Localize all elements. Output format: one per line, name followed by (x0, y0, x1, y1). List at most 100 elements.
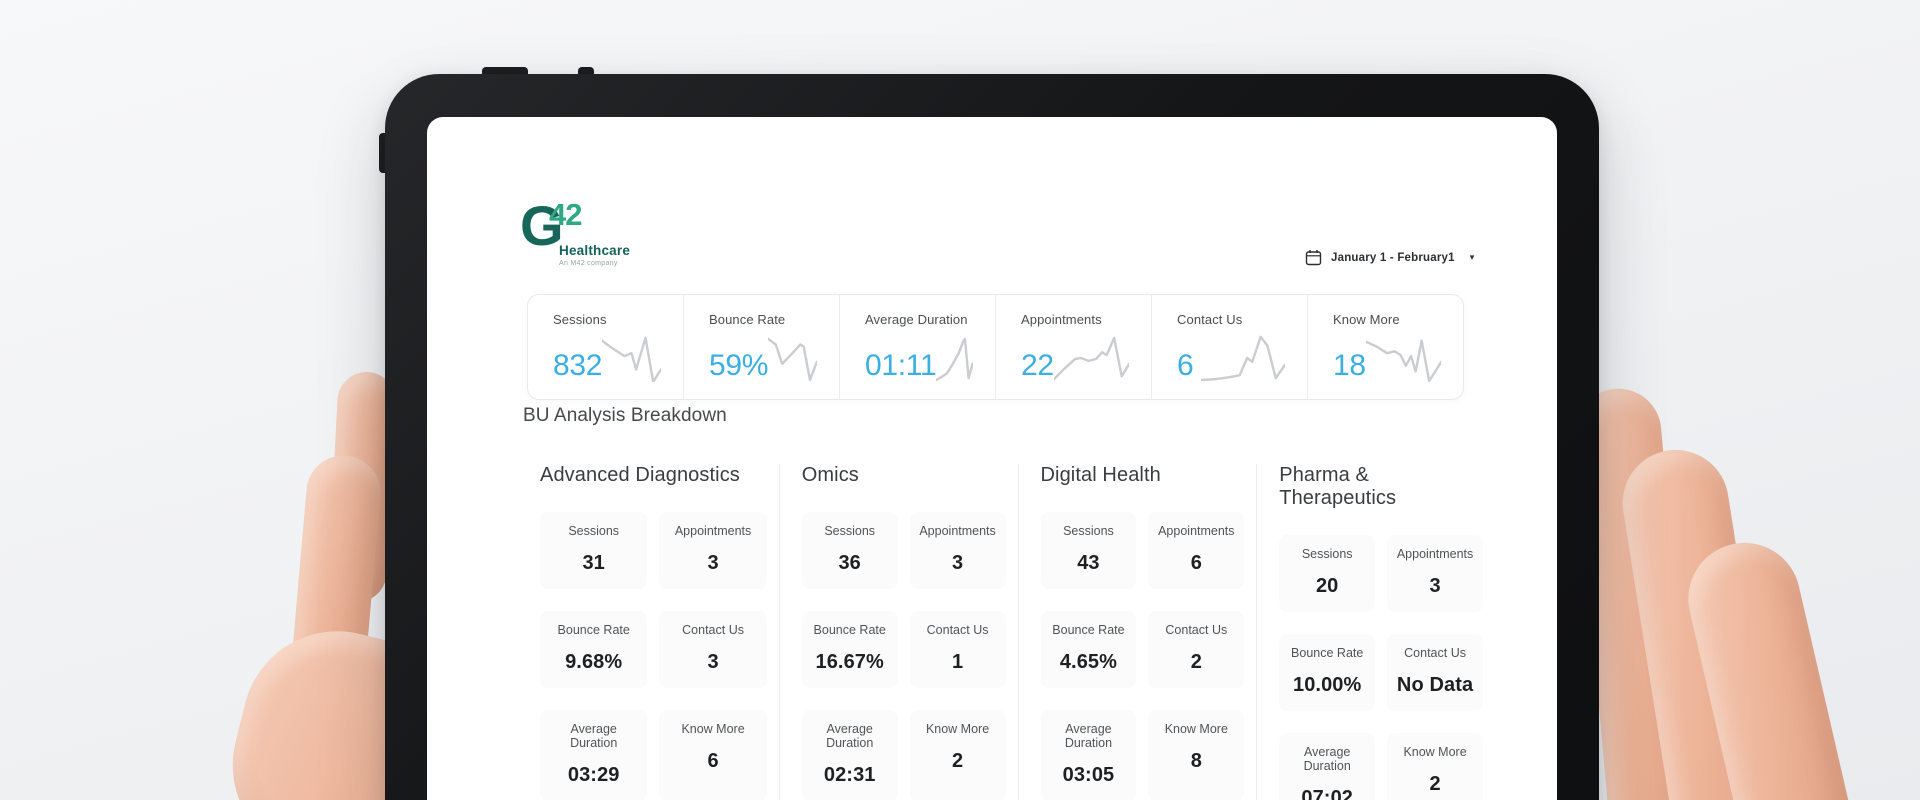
metric-value: 2 (1429, 773, 1441, 795)
metric-label: Appointments (1396, 547, 1474, 561)
metric-value: 03:05 (1062, 764, 1115, 786)
logo-42-mark: 42 (549, 197, 582, 232)
metric-cell: Contact Us No Data (1387, 634, 1483, 711)
metric-cell: Average Duration 07:02 (1279, 733, 1376, 800)
metric-value: 43 (1077, 552, 1100, 574)
stat-label: Contact Us (1177, 312, 1243, 327)
metric-cell: Know More 2 (1387, 733, 1483, 800)
stat-label: Appointments (1021, 312, 1102, 327)
metric-value: 1 (951, 651, 964, 673)
metric-label: Know More (1403, 745, 1467, 759)
tablet-screen: G 42 Healthcare An M42 company January 1… (427, 117, 1557, 800)
stat-value: 18 (1333, 349, 1366, 382)
metric-value: 9.68% (565, 651, 623, 673)
bu-column-title: Digital Health (1040, 464, 1161, 486)
metric-value: 6 (1190, 552, 1202, 574)
metric-cell: Average Duration 03:29 (540, 710, 648, 800)
tablet-volume-button (482, 67, 528, 75)
bu-column-advanced-diagnostics: Advanced Diagnostics Sessions 31 Appoint… (540, 464, 779, 800)
stat-value: 22 (1021, 349, 1054, 382)
metric-label: Appointments (674, 524, 752, 538)
metric-cell: Sessions 20 (1279, 535, 1376, 612)
metric-cell: Bounce Rate 9.68% (540, 611, 648, 688)
metric-label: Bounce Rate (557, 623, 630, 637)
metric-cell: Average Duration 02:31 (801, 710, 898, 800)
stat-label: Know More (1333, 312, 1400, 327)
metric-value: 6 (707, 750, 719, 772)
metric-label: Sessions (1063, 524, 1114, 538)
stat-label: Sessions (553, 312, 607, 327)
stat-average-duration: Average Duration 01:11 (839, 295, 995, 399)
stat-value: 01:11 (865, 349, 937, 382)
metric-cell: Appointments 6 (1148, 512, 1245, 589)
metric-label: Average Duration (1303, 745, 1351, 773)
metric-value: 07:02 (1301, 787, 1354, 800)
metric-label: Sessions (824, 524, 876, 538)
bu-column-digital-health: Digital Health Sessions 43 Appointments … (1017, 464, 1257, 800)
metric-value: 2 (951, 750, 964, 772)
chevron-down-icon[interactable]: ▾ (1469, 252, 1475, 262)
metric-cell: Sessions 43 (1040, 512, 1137, 589)
logo-wordmark: Healthcare (559, 243, 631, 258)
sparkline-chart (602, 334, 661, 382)
date-range-label: January 1 - February1 (1331, 251, 1455, 264)
stat-value: 6 (1177, 349, 1194, 382)
metric-cell: Contact Us 2 (1148, 611, 1245, 688)
metric-label: Sessions (568, 524, 620, 538)
stat-label: Bounce Rate (709, 312, 786, 327)
metric-label: Contact Us (926, 623, 989, 637)
g42-healthcare-logo: G 42 Healthcare An M42 company (520, 194, 670, 275)
tablet-side-button (379, 133, 386, 173)
metric-value: 02:31 (823, 764, 876, 786)
tablet-power-button (578, 67, 594, 75)
metric-label: Average Duration (1064, 722, 1113, 750)
metric-cell: Bounce Rate 4.65% (1040, 611, 1137, 688)
metric-cell: Sessions 36 (801, 512, 898, 589)
bu-analysis-panel: Advanced Diagnostics Sessions 31 Appoint… (540, 464, 1495, 800)
sparkline-chart (768, 334, 817, 382)
logo-tagline: An M42 company (559, 260, 618, 267)
metric-value: 10.00% (1292, 674, 1362, 696)
metric-value: 8 (1190, 750, 1202, 772)
stat-value: 832 (553, 349, 603, 382)
summary-stats-bar: Sessions 832 Bounce Rate 59% Average Dur… (527, 294, 1464, 400)
metric-label: Appointments (919, 524, 996, 538)
logo-g-mark: G (520, 194, 564, 257)
metric-value: 03:29 (567, 764, 620, 786)
metric-value: 31 (582, 552, 605, 574)
stat-contact-us: Contact Us 6 (1151, 295, 1307, 399)
date-range-picker[interactable]: January 1 - February1 ▾ (1305, 249, 1474, 266)
metric-value: 3 (1429, 575, 1441, 597)
bu-column-title: Omics (801, 464, 859, 486)
metric-label: Sessions (1301, 547, 1353, 561)
metric-cell: Appointments 3 (909, 512, 1006, 589)
tablet-device: G 42 Healthcare An M42 company January 1… (385, 74, 1599, 800)
metric-value: 2 (1190, 651, 1202, 673)
bu-column-title: Advanced Diagnostics (540, 464, 740, 486)
metric-cell: Sessions 31 (540, 512, 648, 589)
stat-value: 59% (709, 349, 769, 382)
metric-label: Average Duration (570, 722, 618, 750)
metric-label: Contact Us (1165, 623, 1228, 637)
sparkline-chart (936, 334, 973, 382)
metric-cell: Know More 6 (659, 710, 767, 800)
metric-label: Know More (925, 722, 990, 736)
metric-cell: Bounce Rate 16.67% (801, 611, 898, 688)
metric-cell: Know More 2 (909, 710, 1006, 800)
metric-cell: Contact Us 3 (659, 611, 767, 688)
stat-sessions: Sessions 832 (528, 295, 683, 399)
metric-cell: Average Duration 03:05 (1040, 710, 1137, 800)
metric-cell: Appointments 3 (1387, 535, 1483, 612)
page-title: BU Analysis Breakdown (523, 405, 727, 426)
bu-column-pharma-therapeutics: Pharma & Therapeutics Sessions 20 Appoin… (1256, 464, 1495, 800)
metric-label: Appointments (1158, 524, 1235, 538)
metric-value: 36 (838, 552, 861, 574)
stat-know-more: Know More 18 (1307, 295, 1463, 399)
calendar-icon (1305, 250, 1322, 266)
stat-bounce-rate: Bounce Rate 59% (683, 295, 839, 399)
metric-label: Bounce Rate (1052, 623, 1125, 637)
metric-value: 3 (707, 651, 719, 673)
metric-cell: Bounce Rate 10.00% (1279, 634, 1376, 711)
bu-column-omics: Omics Sessions 36 Appointments 3 Bounce … (778, 464, 1018, 800)
